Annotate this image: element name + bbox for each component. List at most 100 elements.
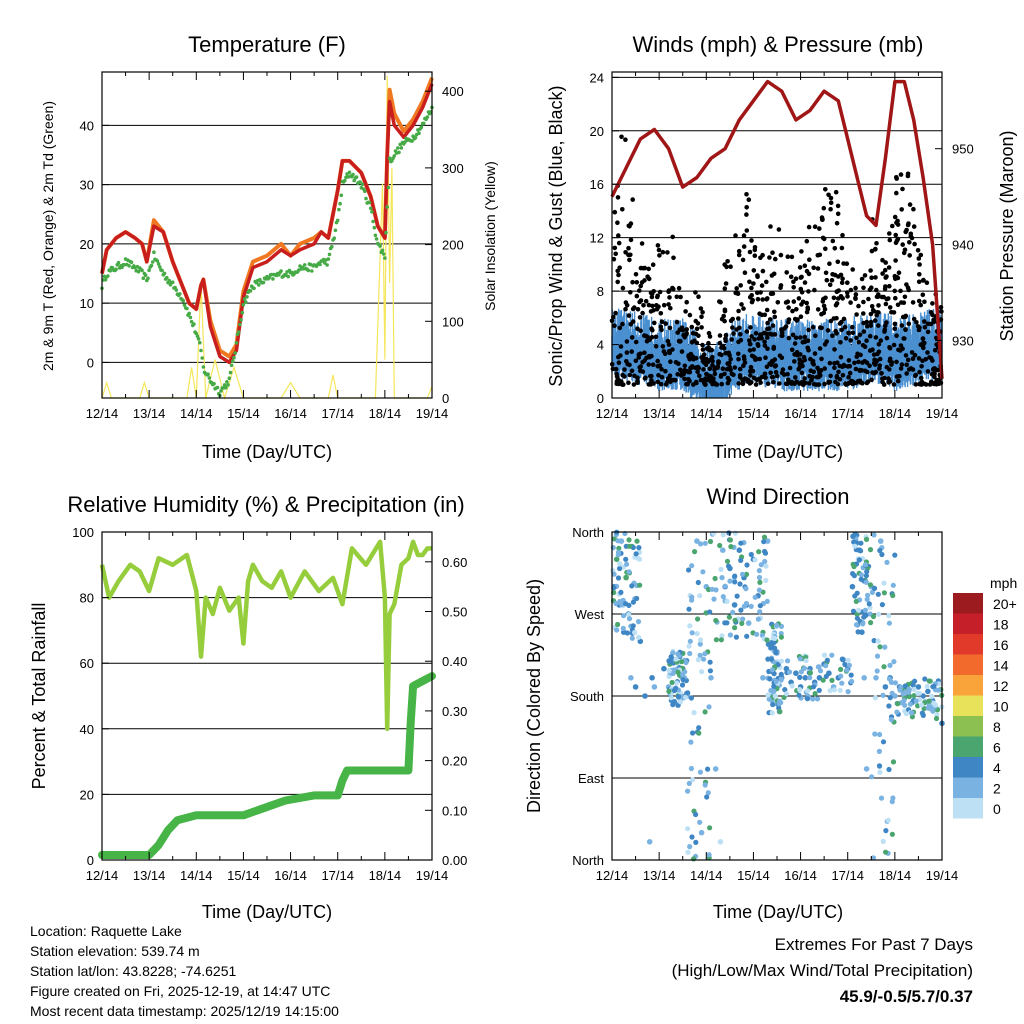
wind-direction-point <box>889 831 896 837</box>
wind-direction-point <box>685 849 691 855</box>
wind-direction-point <box>757 603 763 609</box>
wind-direction-point <box>773 678 779 685</box>
gust-point <box>815 307 821 312</box>
wind-direction-point <box>702 709 708 715</box>
wind-direction-point <box>876 763 883 769</box>
y-tick-label: 16 <box>590 177 604 192</box>
dewpoint-point <box>335 218 340 223</box>
gust-point <box>835 259 841 265</box>
gust-point <box>819 215 825 220</box>
gust-point <box>828 195 834 201</box>
dewpoint-point <box>231 359 235 364</box>
gust-point <box>815 266 821 271</box>
wind-direction-point <box>803 658 809 664</box>
gust-point <box>699 314 704 320</box>
wind-direction-point <box>829 652 835 658</box>
gust-point <box>812 351 818 356</box>
wind-direction-point <box>692 549 698 555</box>
gust-point <box>628 252 633 258</box>
gust-point <box>657 289 663 295</box>
gust-point <box>634 293 640 299</box>
gust-point <box>890 223 895 229</box>
y-tick-label: 10 <box>80 296 94 311</box>
wind-direction-point <box>730 609 736 616</box>
gust-point <box>907 240 912 245</box>
colorbar-label: 10 <box>993 699 1009 715</box>
x-tick-label: 16/14 <box>784 406 817 421</box>
dewpoint-point <box>141 276 146 281</box>
gust-point <box>823 246 828 252</box>
wind-direction-point <box>734 593 740 599</box>
gust-point <box>916 298 922 304</box>
gust-point <box>839 245 845 251</box>
gust-point <box>879 371 884 376</box>
dewpoint-point <box>419 125 424 129</box>
wind-direction-point <box>737 581 743 587</box>
gust-point <box>860 360 865 365</box>
gust-point <box>899 300 904 305</box>
gust-point <box>922 319 927 324</box>
gust-point <box>655 358 660 364</box>
gust-point <box>749 285 754 291</box>
gust-point <box>771 346 776 351</box>
wind-direction-point <box>619 601 625 608</box>
gust-point <box>778 285 783 291</box>
x-tick-label: 14/14 <box>180 868 213 883</box>
gust-point <box>638 328 643 334</box>
winds-series <box>609 79 944 398</box>
wind-direction-point <box>702 782 708 788</box>
wind-direction-point <box>680 672 686 678</box>
dewpoint-point <box>325 263 329 267</box>
wind-direction-point <box>926 678 932 684</box>
gust-point <box>616 272 621 278</box>
x-tick-label: 15/14 <box>227 406 260 421</box>
wind-direction-point <box>842 661 848 668</box>
gust-point <box>646 302 652 308</box>
dewpoint-point <box>386 185 391 190</box>
wind-direction-point <box>732 579 738 585</box>
gust-point <box>748 369 753 374</box>
gust-point <box>649 334 655 340</box>
x-tick-label: 12/14 <box>596 406 629 421</box>
dewpoint-point <box>372 225 377 230</box>
gust-point <box>674 319 680 325</box>
gust-point <box>899 323 905 328</box>
gust-point <box>799 370 805 376</box>
gust-point <box>789 347 795 353</box>
gust-point <box>794 307 799 312</box>
wind-direction-point <box>892 552 898 558</box>
gust-point <box>612 209 618 215</box>
wind-direction-point <box>820 677 826 683</box>
wind-direction-point <box>875 638 881 644</box>
pressure-line <box>610 79 944 379</box>
colorbar-swatch <box>953 654 983 675</box>
gust-point <box>705 359 711 365</box>
gust-point <box>859 276 865 282</box>
dewpoint-point <box>261 280 266 285</box>
gust-point <box>905 357 911 363</box>
gust-point <box>753 357 759 362</box>
dewpoint-point <box>229 363 234 368</box>
wind-direction-point <box>738 540 744 546</box>
dewpoint-point <box>189 319 194 324</box>
gust-point <box>741 354 747 359</box>
x-tick-label: 17/14 <box>321 868 354 883</box>
gust-point <box>668 305 673 311</box>
dewpoint-point <box>306 268 311 273</box>
gust-point <box>623 250 628 255</box>
wind-direction-point <box>807 675 813 681</box>
gust-point <box>676 361 681 367</box>
gust-point <box>648 309 654 314</box>
y-tick-label: East <box>578 771 604 786</box>
wind-direction-point <box>764 538 771 544</box>
gust-point <box>793 335 799 341</box>
dewpoint-point <box>149 263 154 268</box>
wind-direction-point <box>864 569 870 575</box>
gust-point <box>736 316 741 321</box>
gust-point <box>654 303 659 308</box>
gust-point <box>906 367 912 372</box>
gust-point <box>768 224 773 229</box>
gust-point <box>791 299 797 304</box>
gust-point <box>733 233 738 238</box>
